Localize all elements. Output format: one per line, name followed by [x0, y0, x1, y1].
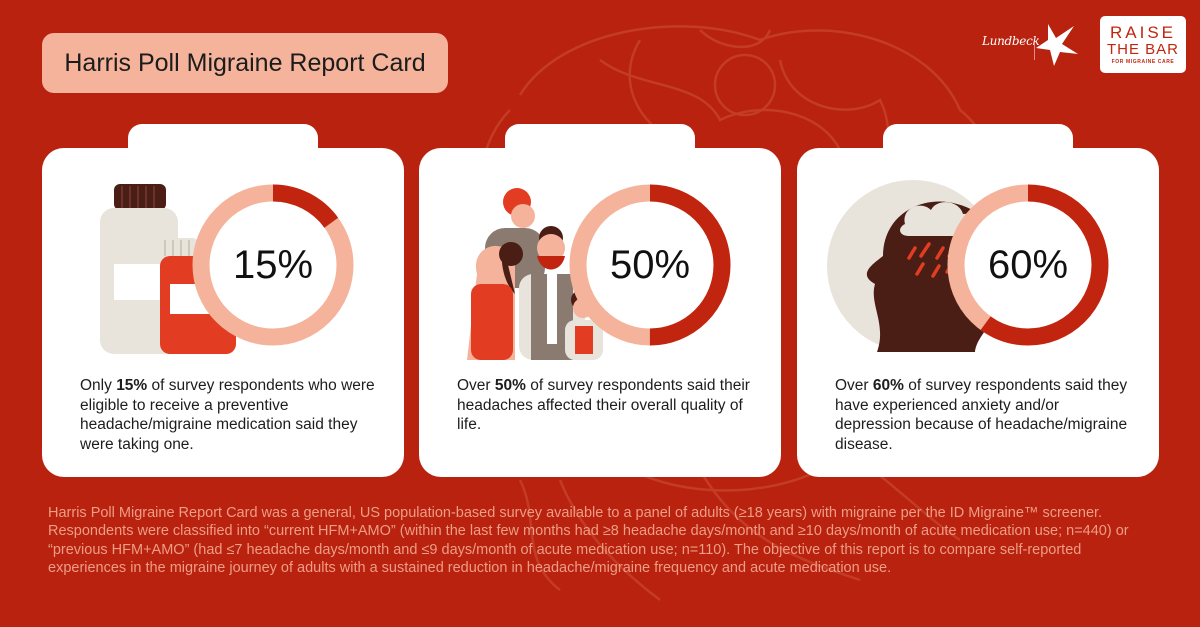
progress-arc — [569, 184, 731, 346]
stat-description: Over 60% of survey respondents said they… — [835, 377, 1128, 453]
raise-the-bar-logo: RAISE THE BAR FOR MIGRAINE CARE — [1100, 16, 1186, 73]
stat-card-quality-of-life: 50% Over 50% of survey respondents said … — [419, 124, 781, 477]
stat-highlight: 50% — [494, 377, 526, 394]
stat-description: Over 50% of survey respondents said thei… — [457, 377, 750, 433]
progress-ring-graphic — [947, 184, 1109, 346]
progress-arc — [947, 184, 1109, 346]
lundbeck-wordmark: Lundbeck — [982, 34, 1040, 48]
progress-ring: 60% — [945, 182, 1111, 348]
raise-logo-line3: FOR MIGRAINE CARE — [1111, 58, 1175, 65]
progress-ring-graphic — [192, 184, 354, 346]
percent-value: 60% — [987, 242, 1069, 287]
progress-ring: 50% — [567, 182, 733, 348]
raise-logo-line2: THE BAR — [1106, 40, 1179, 58]
raise-logo-line1: RAISE — [1109, 22, 1177, 42]
progress-ring: 15% — [190, 182, 356, 348]
progress-arc — [192, 184, 354, 346]
page-title: Harris Poll Migraine Report Card — [42, 33, 448, 93]
family-group-icon — [467, 188, 603, 360]
stat-card-preventive-medication: 15% Only 15% of survey respondents who w… — [42, 124, 404, 477]
progress-ring-graphic — [569, 184, 731, 346]
stat-highlight: 60% — [872, 377, 904, 394]
survey-footnote: Harris Poll Migraine Report Card was a g… — [48, 505, 1129, 577]
stat-card-anxiety-depression: 60% Over 60% of survey respondents said … — [797, 124, 1159, 477]
percent-value: 50% — [609, 242, 691, 287]
lundbeck-star-icon — [1034, 24, 1078, 66]
lundbeck-logo: Lundbeck — [978, 20, 1086, 68]
percent-value: 15% — [232, 242, 314, 287]
stat-description: Only 15% of survey respondents who were … — [80, 377, 375, 453]
medicine-bottles-icon — [100, 184, 236, 354]
stat-highlight: 15% — [116, 377, 148, 394]
